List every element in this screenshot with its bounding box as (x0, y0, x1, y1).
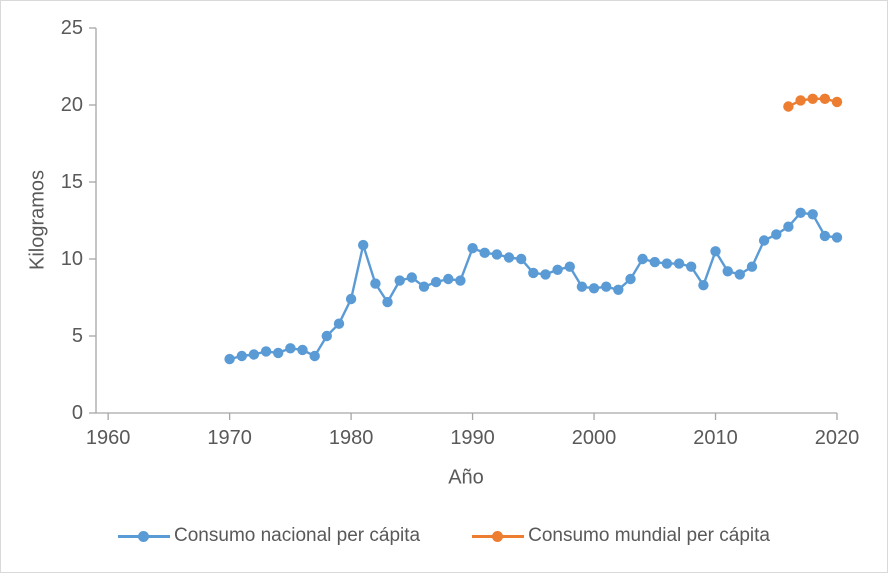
y-tick-label: 15 (61, 171, 83, 193)
x-axis-title: Año (448, 466, 484, 489)
series-line-0 (229, 211, 838, 361)
data-point (467, 243, 478, 254)
legend-label-nacional: Consumo nacional per cápita (174, 525, 421, 546)
data-point (540, 269, 551, 280)
data-point (795, 207, 806, 218)
data-point (297, 344, 308, 356)
data-point (746, 261, 758, 272)
data-point (491, 249, 503, 260)
data-point (345, 293, 357, 305)
data-point (358, 239, 369, 251)
data-point (588, 283, 600, 294)
data-point (394, 275, 405, 286)
legend-marker-mundial-icon (472, 530, 525, 542)
legend-item-mundial: Consumo mundial per cápita (472, 525, 770, 547)
data-point (370, 278, 381, 289)
data-point (309, 350, 320, 362)
legend-dot-sample (138, 530, 150, 542)
data-point (430, 276, 442, 288)
legend-label-mundial: Consumo mundial per cápita (528, 525, 770, 546)
x-tick-label: 1960 (86, 427, 131, 449)
x-tick-label: 1970 (207, 427, 252, 449)
data-point (771, 229, 782, 240)
data-point (686, 261, 697, 272)
data-point (443, 273, 454, 285)
data-point (503, 252, 515, 263)
x-tick-label: 2020 (815, 427, 860, 449)
data-point (576, 281, 588, 292)
data-point (552, 264, 563, 275)
data-point (418, 281, 430, 292)
data-point (698, 280, 709, 291)
data-point (601, 281, 612, 292)
data-point (807, 93, 818, 105)
y-tick-label: 25 (61, 17, 83, 39)
data-point (710, 246, 721, 257)
data-point (819, 93, 831, 105)
x-tick-label: 1980 (329, 427, 374, 449)
data-point (273, 347, 284, 359)
legend-marker-nacional-icon (118, 530, 171, 542)
data-point (783, 101, 794, 112)
y-tick-label: 10 (61, 248, 83, 270)
data-point (613, 284, 624, 295)
data-point (564, 261, 575, 272)
data-point (673, 258, 685, 269)
data-point (455, 275, 466, 286)
data-point (819, 230, 831, 242)
data-point (382, 296, 393, 308)
y-tick-label: 0 (72, 402, 83, 424)
data-point (285, 343, 296, 354)
data-point (236, 350, 247, 362)
data-point (406, 272, 417, 283)
legend-dot-sample (492, 530, 504, 542)
data-point (661, 258, 673, 269)
data-point (248, 349, 260, 360)
data-point (625, 273, 636, 285)
x-tick-label: 2010 (693, 427, 738, 449)
y-axis-title: Kilogramos (26, 169, 49, 271)
data-point (831, 96, 843, 108)
data-point (758, 235, 770, 246)
data-point (479, 247, 490, 258)
data-point (807, 209, 818, 220)
legend-item-nacional: Consumo nacional per cápita (118, 525, 420, 547)
data-point (333, 318, 345, 329)
y-tick-label: 20 (61, 94, 83, 116)
legend: Consumo nacional per cápita Consumo mund… (1, 525, 887, 547)
data-point (831, 232, 843, 243)
data-point (528, 267, 539, 279)
data-point (516, 253, 527, 265)
data-point (224, 353, 235, 365)
data-point (795, 95, 806, 106)
data-point (260, 346, 272, 357)
data-point (649, 256, 660, 268)
x-tick-label: 1990 (450, 427, 495, 449)
data-point (321, 330, 332, 342)
data-point (783, 221, 794, 232)
data-point (637, 253, 648, 265)
data-point (722, 266, 733, 277)
data-point (734, 269, 745, 280)
x-tick-label: 2000 (572, 427, 617, 449)
y-tick-label: 5 (72, 325, 83, 347)
